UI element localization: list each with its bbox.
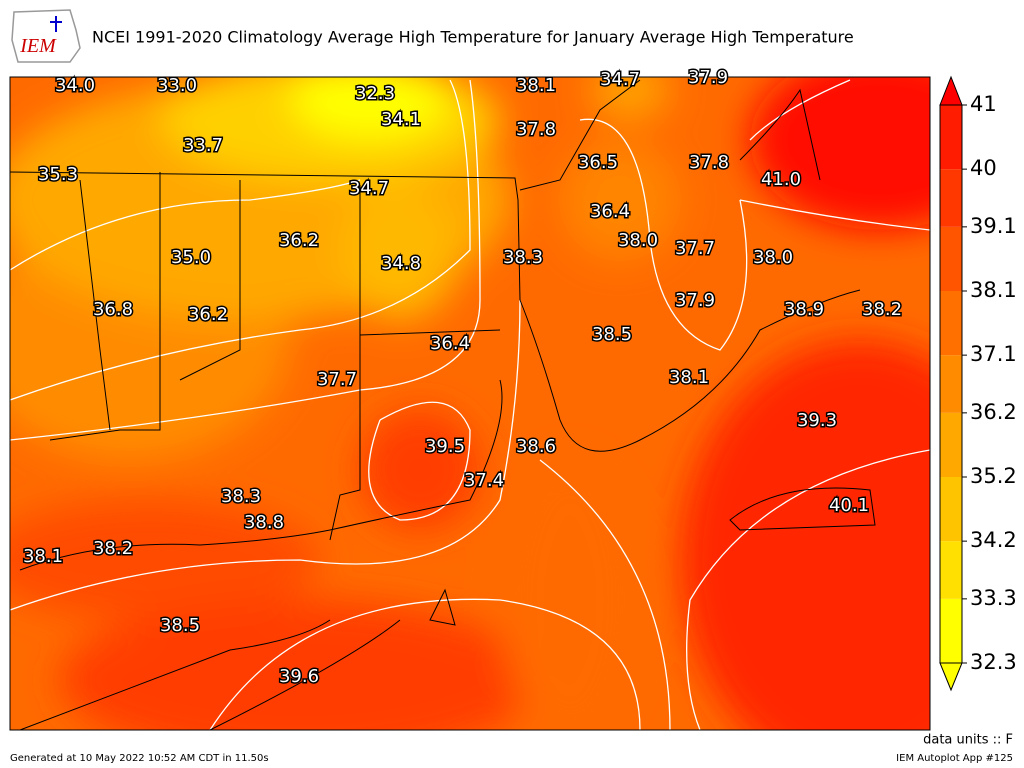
station-value: 37.8 bbox=[516, 119, 556, 140]
footer-right: IEM Autoplot App #125 bbox=[896, 753, 1013, 764]
colorbar-tick-label: 33.3 bbox=[970, 586, 1017, 610]
station-value: 37.9 bbox=[688, 67, 728, 88]
station-value: 39.3 bbox=[797, 410, 837, 431]
colorbar-band bbox=[940, 477, 962, 542]
colorbar-frame bbox=[939, 104, 963, 664]
colorbar-tick-label: 39.1 bbox=[970, 214, 1017, 238]
station-value: 37.7 bbox=[317, 369, 357, 390]
station-value: 38.5 bbox=[592, 324, 632, 345]
colorbar: 41 40 39.1 38.1 37.1 36.2 35.2 34.2 33.3 32.3 bbox=[939, 75, 1017, 692]
station-value: 32.3 bbox=[355, 83, 395, 104]
colorbar-tick-label: 34.2 bbox=[970, 528, 1017, 552]
station-value: 38.2 bbox=[93, 538, 133, 559]
station-value: 41.0 bbox=[761, 169, 801, 190]
station-value: 35.3 bbox=[38, 164, 78, 185]
station-value: 38.2 bbox=[862, 299, 902, 320]
colorbar-under bbox=[939, 662, 963, 692]
station-value: 38.6 bbox=[516, 436, 556, 457]
colorbar-band bbox=[940, 291, 962, 356]
title: NCEI 1991-2020 Climatology Average High … bbox=[92, 28, 854, 47]
station-value: 33.7 bbox=[183, 135, 223, 156]
station-value: 36.5 bbox=[578, 152, 618, 173]
station-value: 39.6 bbox=[279, 666, 319, 687]
station-value: 37.4 bbox=[464, 470, 504, 491]
station-value: 34.8 bbox=[381, 253, 421, 274]
station-value: 35.0 bbox=[171, 247, 211, 268]
station-value: 38.3 bbox=[503, 247, 543, 268]
colorbar-band bbox=[940, 541, 962, 599]
station-value: 36.4 bbox=[430, 333, 470, 354]
station-value: 38.0 bbox=[753, 247, 793, 268]
logo-text: IEM bbox=[19, 35, 57, 57]
station-value: 38.9 bbox=[784, 299, 824, 320]
station-value: 33.0 bbox=[157, 75, 197, 96]
logo: IEM bbox=[11, 9, 81, 63]
station-value: 37.9 bbox=[675, 290, 715, 311]
units: data units :: F bbox=[923, 733, 1013, 748]
station-labels: 34.0 33.0 32.3 38.1 34.7 37.9 34.1 37.8 33.7 36.5… bbox=[21, 66, 903, 689]
colorbar-band bbox=[940, 412, 962, 477]
colorbar-over bbox=[939, 75, 963, 106]
colorbar-band bbox=[940, 598, 962, 663]
station-value: 34.1 bbox=[381, 109, 421, 130]
station-value: 38.3 bbox=[221, 486, 261, 507]
colorbar-tick-label: 35.2 bbox=[970, 464, 1017, 488]
station-value: 37.7 bbox=[675, 238, 715, 259]
colorbar-band bbox=[940, 355, 962, 413]
station-value: 34.0 bbox=[55, 75, 95, 96]
station-value: 34.7 bbox=[600, 69, 640, 90]
station-value: 36.2 bbox=[188, 304, 228, 325]
station-value: 38.1 bbox=[669, 367, 709, 388]
colorbar-band bbox=[940, 169, 962, 227]
station-value: 38.8 bbox=[244, 512, 284, 533]
station-value: 39.5 bbox=[425, 436, 465, 457]
station-value: 36.4 bbox=[590, 201, 630, 222]
colorbar-band bbox=[940, 105, 962, 170]
colorbar-tick-label: 38.1 bbox=[970, 278, 1017, 302]
station-value: 38.5 bbox=[160, 615, 200, 636]
colorbar-tick-label: 36.2 bbox=[970, 400, 1017, 424]
colorbar-tick-label: 32.3 bbox=[970, 650, 1017, 674]
station-value: 36.8 bbox=[93, 299, 133, 320]
station-value: 38.1 bbox=[23, 546, 63, 567]
station-value: 37.8 bbox=[689, 152, 729, 173]
station-value: 38.1 bbox=[516, 75, 556, 96]
colorbar-tick-label: 40 bbox=[970, 156, 997, 180]
map bbox=[10, 77, 930, 730]
map-frame bbox=[9, 76, 931, 731]
colorbar-tick-label: 41 bbox=[970, 92, 997, 116]
station-value: 40.1 bbox=[829, 495, 869, 516]
station-value: 38.0 bbox=[618, 230, 658, 251]
station-value: 34.7 bbox=[349, 178, 389, 199]
station-value: 36.2 bbox=[279, 230, 319, 251]
footer-left: Generated at 10 May 2022 10:52 AM CDT in… bbox=[10, 753, 269, 764]
colorbar-tick-label: 37.1 bbox=[970, 342, 1017, 366]
colorbar-band bbox=[940, 226, 962, 291]
